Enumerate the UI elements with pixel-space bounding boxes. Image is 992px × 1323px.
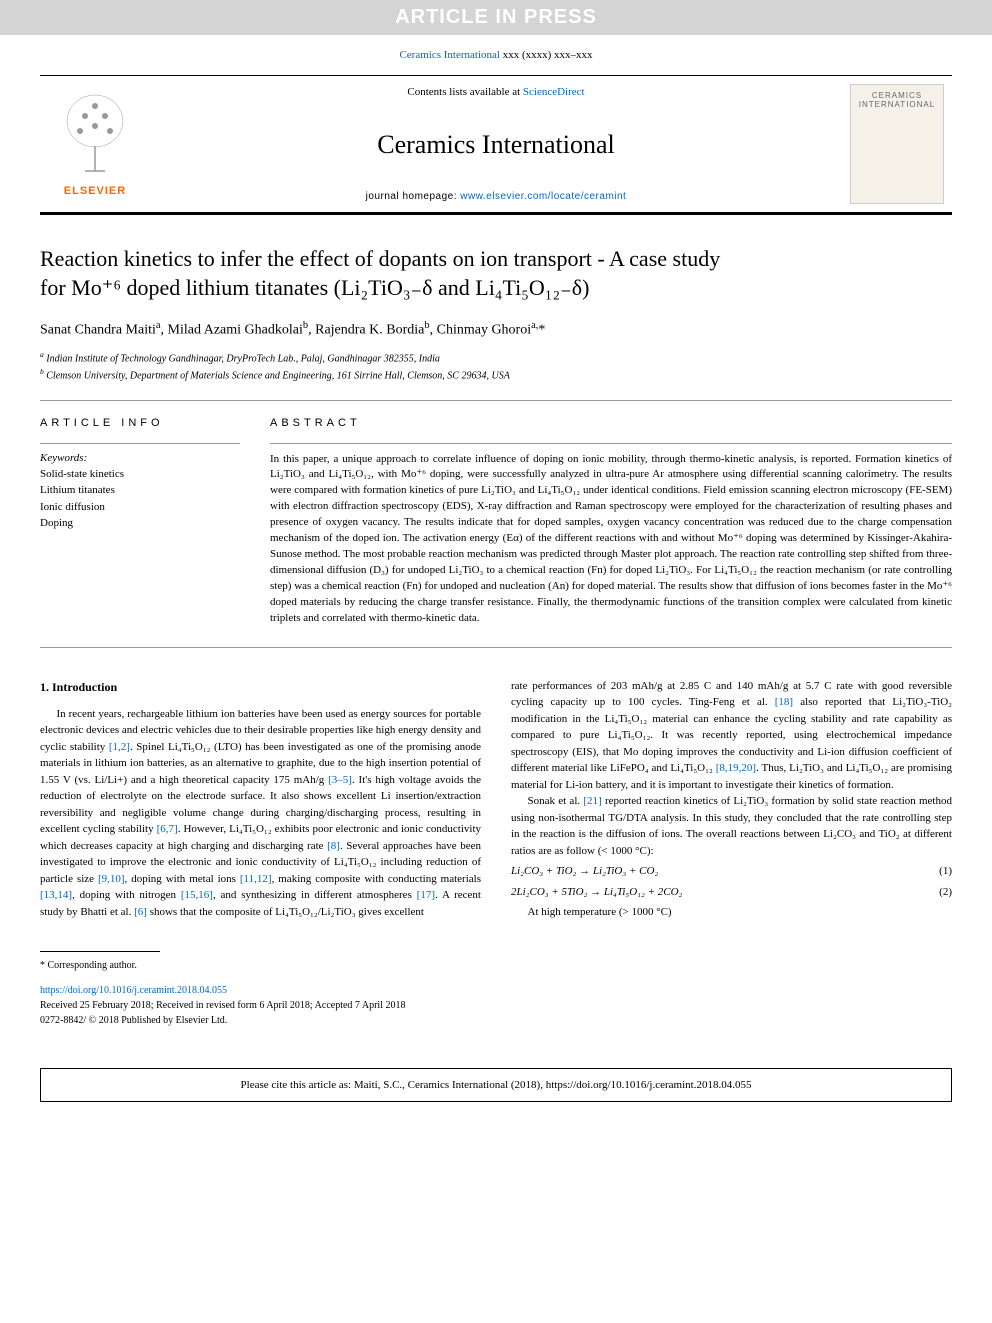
ref-link[interactable]: [6]: [134, 906, 147, 918]
separator: [40, 400, 952, 401]
cover-title: CERAMICS: [872, 91, 922, 100]
article-info-label: ARTICLE INFO: [40, 417, 240, 429]
equation-1: Li₂CO₃ + TiO₂ → Li₂TiO₃ + CO₂(1): [511, 863, 952, 880]
journal-name: Ceramics International: [150, 130, 842, 160]
doi-link[interactable]: https://doi.org/10.1016/j.ceramint.2018.…: [40, 985, 227, 996]
issn-copyright: 0272-8842/ © 2018 Published by Elsevier …: [40, 1013, 952, 1028]
citation-box: Please cite this article as: Maiti, S.C.…: [40, 1068, 952, 1102]
footer-separator: [40, 951, 160, 952]
ref-link[interactable]: [8,19,20]: [716, 762, 756, 774]
body-paragraph: rate performances of 203 mAh/g at 2.85 C…: [511, 678, 952, 794]
journal-cover: CERAMICS INTERNATIONAL: [842, 76, 952, 212]
abstract-text: In this paper, a unique approach to corr…: [270, 452, 952, 627]
keywords-list: Solid-state kinetics Lithium titanates I…: [40, 466, 240, 532]
affiliations: a Indian Institute of Technology Gandhin…: [40, 349, 952, 384]
ref-link[interactable]: [15,16]: [181, 889, 213, 901]
ref-link[interactable]: [17]: [417, 889, 435, 901]
sciencedirect-link[interactable]: ScienceDirect: [523, 86, 585, 98]
elsevier-tree-icon: [60, 91, 130, 181]
ref-link[interactable]: [9,10]: [98, 873, 125, 885]
keyword: Solid-state kinetics: [40, 466, 240, 483]
journal-ref-link[interactable]: Ceramics International: [399, 49, 500, 61]
authors: Sanat Chandra Maitia, Milad Azami Ghadko…: [40, 320, 952, 339]
article-title: Reaction kinetics to infer the effect of…: [40, 245, 952, 302]
body-paragraph: Sonak et al. [21] reported reaction kine…: [511, 793, 952, 859]
body-columns: 1. Introduction In recent years, recharg…: [40, 678, 952, 921]
footer-notes: * Corresponding author. https://doi.org/…: [40, 958, 952, 1028]
ref-link[interactable]: [13,14]: [40, 889, 72, 901]
article-info-column: ARTICLE INFO Keywords: Solid-state kinet…: [40, 417, 240, 627]
ref-link[interactable]: [6,7]: [157, 823, 178, 835]
contents-line: Contents lists available at ScienceDirec…: [150, 86, 842, 98]
intro-heading: 1. Introduction: [40, 678, 481, 696]
separator: [40, 647, 952, 648]
header-center: Contents lists available at ScienceDirec…: [150, 76, 842, 212]
abstract-column: ABSTRACT In this paper, a unique approac…: [270, 417, 952, 627]
ref-link[interactable]: [8]: [327, 840, 340, 852]
right-column: rate performances of 203 mAh/g at 2.85 C…: [511, 678, 952, 921]
ref-link[interactable]: [18]: [775, 696, 793, 708]
article-in-press-banner: ARTICLE IN PRESS: [0, 0, 992, 35]
keyword: Doping: [40, 515, 240, 532]
cover-subtitle: INTERNATIONAL: [859, 100, 935, 109]
elsevier-logo: ELSEVIER: [40, 76, 150, 212]
ref-link[interactable]: [11,12]: [240, 873, 272, 885]
contents-prefix: Contents lists available at: [407, 86, 522, 98]
keywords-label: Keywords:: [40, 452, 240, 464]
separator: [270, 443, 952, 444]
separator: [40, 443, 240, 444]
title-line2: for Mo⁺⁶ doped lithium titanates (Li₂TiO…: [40, 275, 589, 300]
ref-link[interactable]: [3–5]: [328, 774, 352, 786]
journal-reference: Ceramics International xxx (xxxx) xxx–xx…: [0, 35, 992, 75]
journal-ref-suffix: xxx (xxxx) xxx–xxx: [500, 49, 593, 61]
journal-header: ELSEVIER Contents lists available at Sci…: [40, 75, 952, 215]
abstract-label: ABSTRACT: [270, 417, 952, 429]
affiliation-a: a Indian Institute of Technology Gandhin…: [40, 349, 952, 366]
left-column: 1. Introduction In recent years, recharg…: [40, 678, 481, 921]
affiliation-b: b Clemson University, Department of Mate…: [40, 366, 952, 383]
equation-2: 2Li₂CO₃ + 5TiO₂ → Li₄Ti₅O₁₂ + 2CO₂(2): [511, 884, 952, 901]
homepage-line: journal homepage: www.elsevier.com/locat…: [150, 191, 842, 202]
homepage-link[interactable]: www.elsevier.com/locate/ceramint: [460, 191, 626, 202]
title-line1: Reaction kinetics to infer the effect of…: [40, 246, 720, 271]
ref-link[interactable]: [1,2]: [109, 741, 130, 753]
intro-paragraph: In recent years, rechargeable lithium io…: [40, 706, 481, 921]
homepage-prefix: journal homepage:: [366, 191, 461, 202]
ref-link[interactable]: [21]: [583, 795, 601, 807]
cover-thumbnail: CERAMICS INTERNATIONAL: [850, 84, 944, 204]
corresponding-author: * Corresponding author.: [40, 958, 952, 973]
keyword: Lithium titanates: [40, 482, 240, 499]
received-dates: Received 25 February 2018; Received in r…: [40, 998, 952, 1013]
keyword: Ionic diffusion: [40, 499, 240, 516]
body-paragraph: At high temperature (> 1000 °C): [511, 904, 952, 921]
elsevier-text: ELSEVIER: [64, 185, 126, 197]
